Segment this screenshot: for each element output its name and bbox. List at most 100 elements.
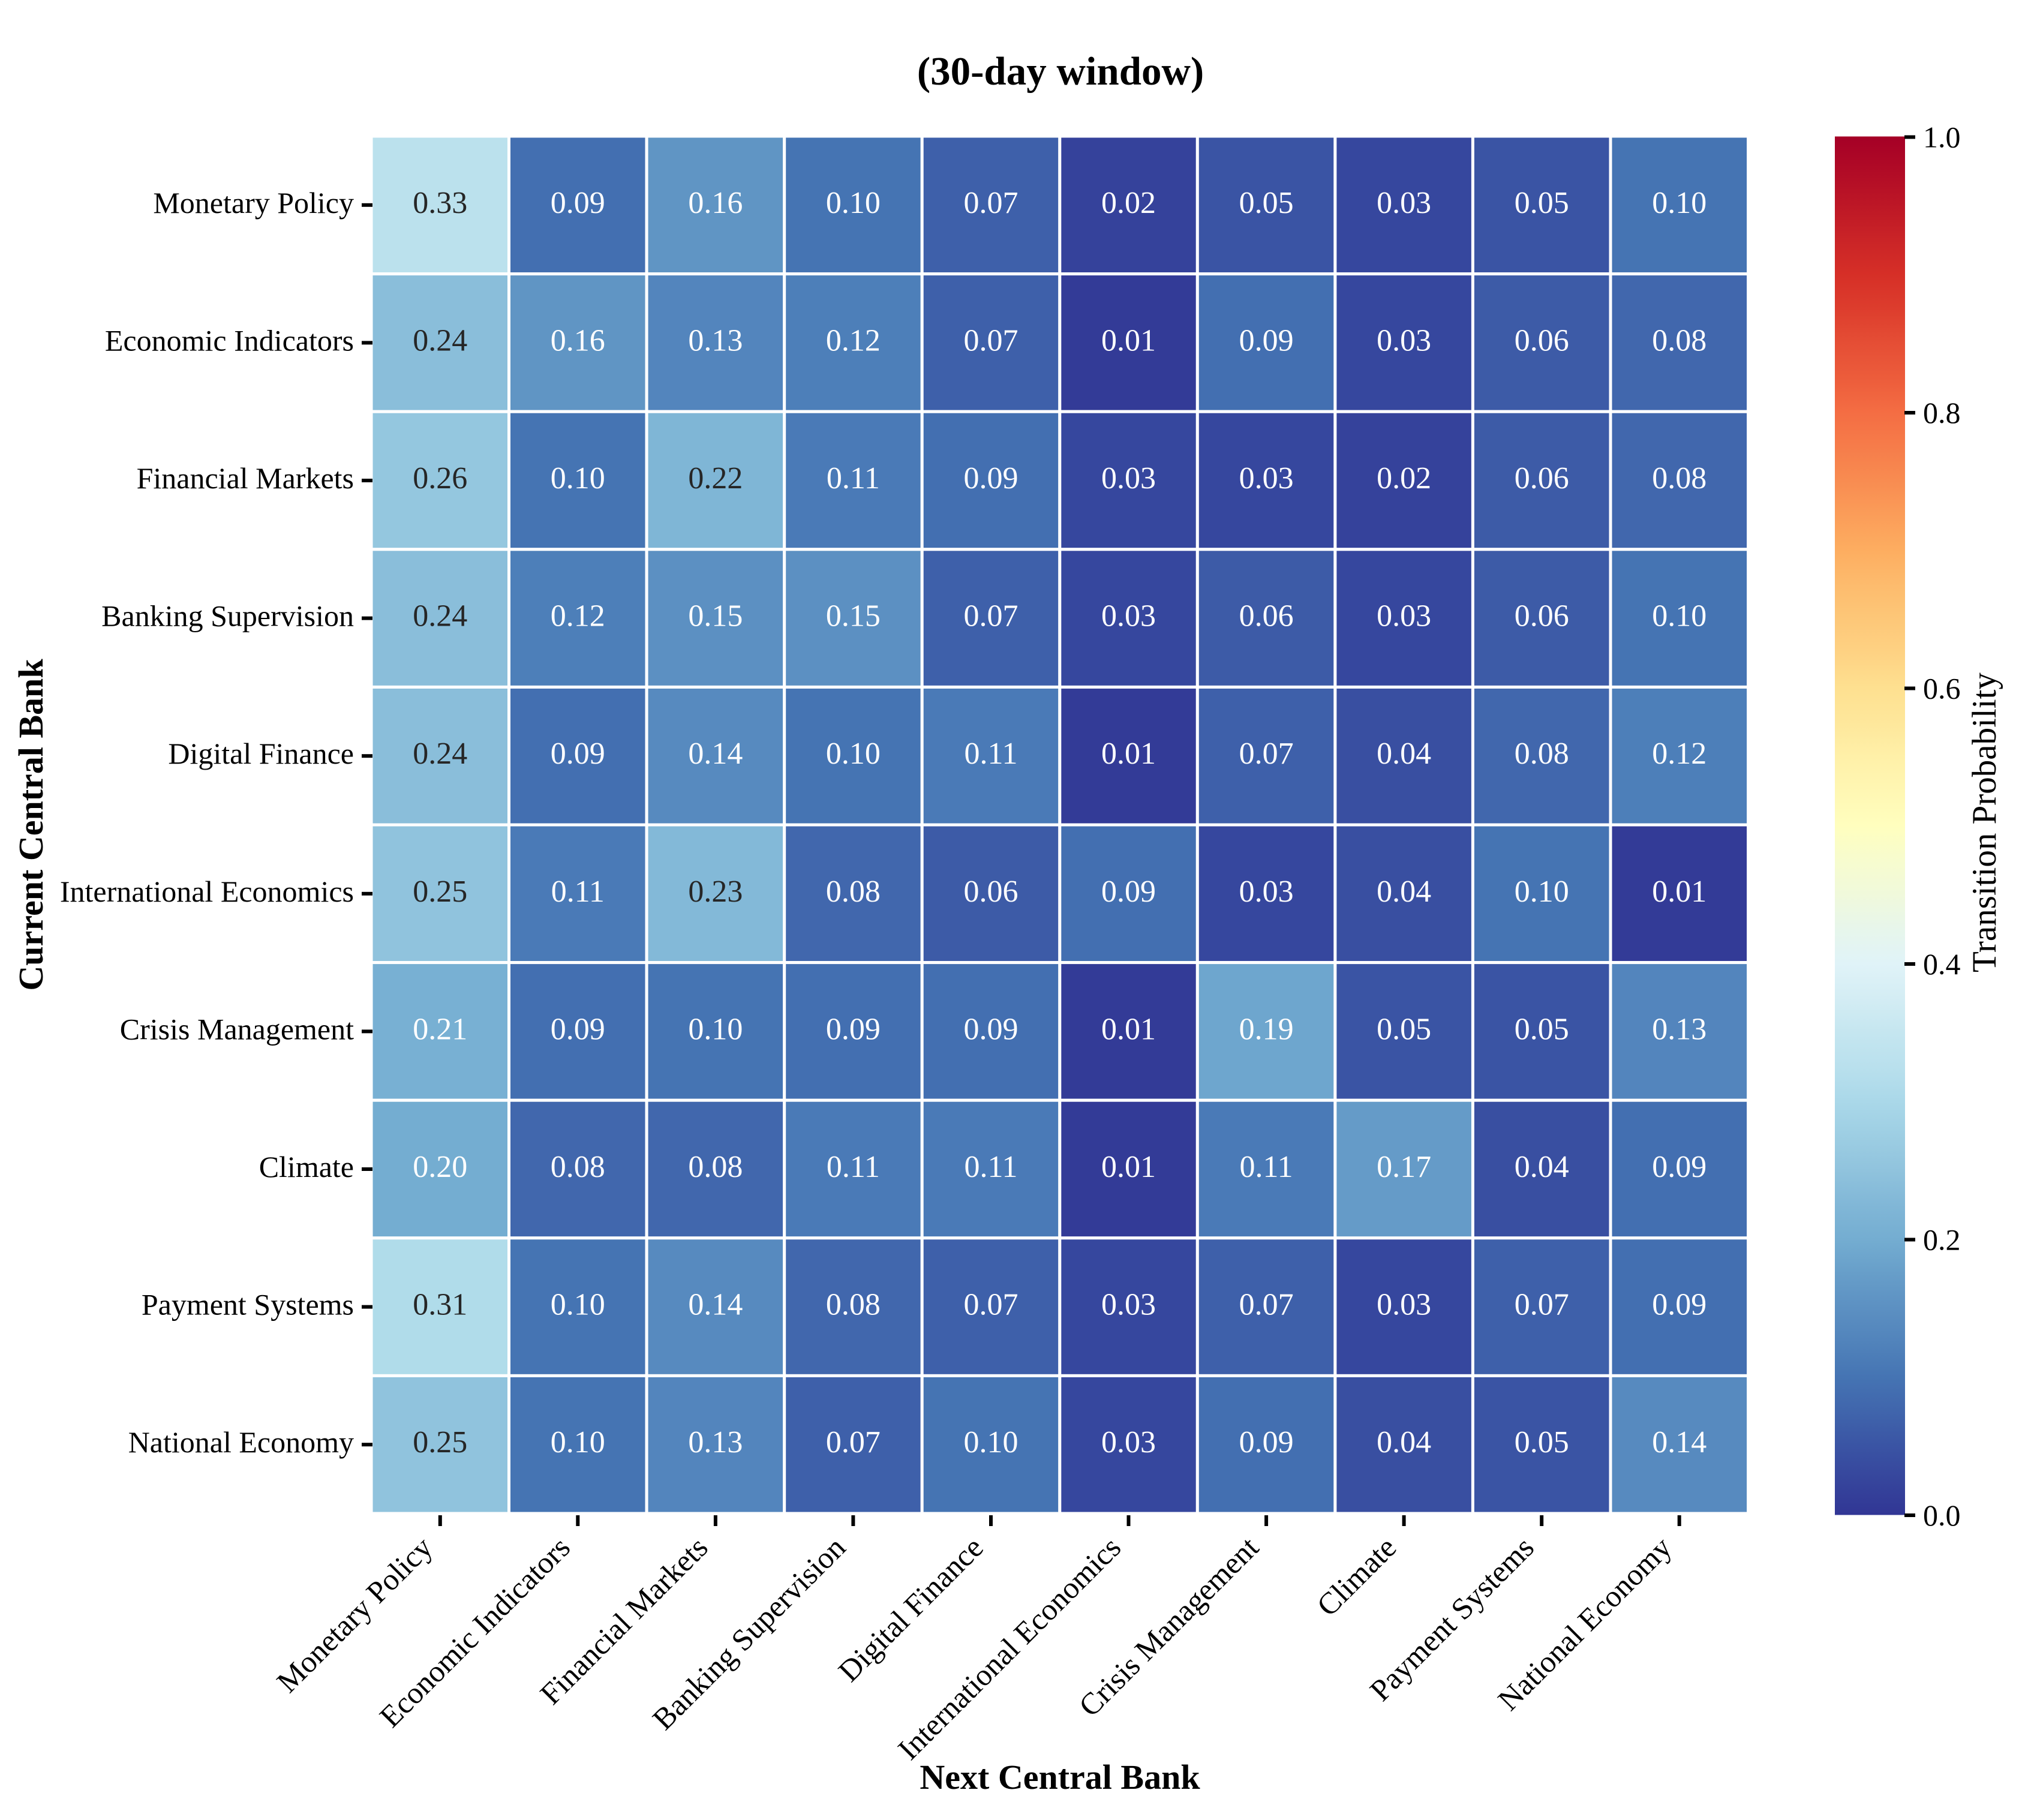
svg-text:0.09: 0.09 xyxy=(964,1012,1018,1046)
svg-text:0.24: 0.24 xyxy=(413,323,467,358)
svg-text:Economic Indicators: Economic Indicators xyxy=(105,323,354,357)
svg-text:0.05: 0.05 xyxy=(1515,1012,1569,1046)
svg-text:0.03: 0.03 xyxy=(1377,323,1431,358)
svg-text:0.06: 0.06 xyxy=(1239,599,1294,633)
svg-text:0.01: 0.01 xyxy=(1101,1012,1156,1046)
svg-text:0.07: 0.07 xyxy=(964,323,1018,358)
svg-text:0.12: 0.12 xyxy=(551,599,605,633)
svg-text:0.16: 0.16 xyxy=(551,323,605,358)
svg-text:0.03: 0.03 xyxy=(1377,599,1431,633)
svg-text:0.21: 0.21 xyxy=(413,1012,467,1046)
svg-text:0.10: 0.10 xyxy=(826,737,881,771)
svg-text:0.09: 0.09 xyxy=(551,186,605,220)
svg-text:0.12: 0.12 xyxy=(826,323,881,358)
svg-text:0.01: 0.01 xyxy=(1101,1150,1156,1184)
svg-text:0.24: 0.24 xyxy=(413,599,467,633)
svg-text:0.33: 0.33 xyxy=(413,186,467,220)
svg-text:0.05: 0.05 xyxy=(1515,186,1569,220)
svg-text:0.11: 0.11 xyxy=(964,737,1017,771)
svg-text:0.10: 0.10 xyxy=(826,186,881,220)
svg-text:0.19: 0.19 xyxy=(1239,1012,1294,1046)
svg-text:0.03: 0.03 xyxy=(1101,461,1156,495)
svg-text:National Economy: National Economy xyxy=(128,1425,354,1459)
svg-text:0.04: 0.04 xyxy=(1515,1150,1569,1184)
svg-text:0.15: 0.15 xyxy=(688,599,743,633)
svg-text:0.10: 0.10 xyxy=(551,1425,605,1459)
svg-text:0.11: 0.11 xyxy=(827,1150,880,1184)
svg-text:0.10: 0.10 xyxy=(551,461,605,495)
svg-text:0.02: 0.02 xyxy=(1377,461,1431,495)
svg-text:0.09: 0.09 xyxy=(1239,1425,1294,1459)
svg-text:0.14: 0.14 xyxy=(688,737,743,771)
svg-text:Crisis Management: Crisis Management xyxy=(120,1012,354,1046)
svg-text:0.06: 0.06 xyxy=(964,875,1018,909)
svg-text:0.06: 0.06 xyxy=(1515,323,1569,358)
svg-text:0.08: 0.08 xyxy=(1652,461,1706,495)
svg-text:0.09: 0.09 xyxy=(826,1012,881,1046)
svg-text:0.09: 0.09 xyxy=(1101,875,1156,909)
svg-text:0.03: 0.03 xyxy=(1239,875,1294,909)
svg-text:0.08: 0.08 xyxy=(1515,737,1569,771)
svg-text:0.14: 0.14 xyxy=(688,1288,743,1322)
svg-text:0.05: 0.05 xyxy=(1515,1425,1569,1459)
svg-text:0.11: 0.11 xyxy=(964,1150,1017,1184)
svg-text:0.03: 0.03 xyxy=(1101,1425,1156,1459)
svg-text:0.13: 0.13 xyxy=(688,1425,743,1459)
svg-text:0.11: 0.11 xyxy=(551,875,605,909)
svg-text:0.08: 0.08 xyxy=(688,1150,743,1184)
svg-text:0.07: 0.07 xyxy=(1515,1288,1569,1322)
svg-text:0.10: 0.10 xyxy=(1515,875,1569,909)
svg-text:International Economics: International Economics xyxy=(60,875,354,908)
svg-text:0.22: 0.22 xyxy=(688,461,743,495)
svg-text:0.05: 0.05 xyxy=(1239,186,1294,220)
svg-text:0.25: 0.25 xyxy=(413,875,467,909)
svg-text:0.0: 0.0 xyxy=(1923,1498,1961,1532)
svg-text:0.4: 0.4 xyxy=(1923,947,1961,981)
svg-text:0.10: 0.10 xyxy=(1652,599,1706,633)
svg-text:0.03: 0.03 xyxy=(1377,186,1431,220)
svg-text:0.24: 0.24 xyxy=(413,737,467,771)
svg-text:0.08: 0.08 xyxy=(826,1288,881,1322)
svg-text:Transition Probability: Transition Probability xyxy=(1966,672,2003,972)
svg-text:0.09: 0.09 xyxy=(1652,1150,1706,1184)
svg-text:Next Central Bank: Next Central Bank xyxy=(920,1758,1200,1797)
svg-text:0.15: 0.15 xyxy=(826,599,881,633)
svg-text:Banking Supervision: Banking Supervision xyxy=(101,599,354,633)
svg-text:0.12: 0.12 xyxy=(1652,737,1706,771)
svg-text:0.17: 0.17 xyxy=(1377,1150,1431,1184)
svg-text:0.04: 0.04 xyxy=(1377,1425,1431,1459)
svg-text:0.07: 0.07 xyxy=(964,1288,1018,1322)
svg-text:Climate: Climate xyxy=(259,1150,354,1184)
svg-text:0.06: 0.06 xyxy=(1515,599,1569,633)
svg-text:Current Central Bank: Current Central Bank xyxy=(11,659,50,991)
svg-text:Financial Markets: Financial Markets xyxy=(137,461,354,495)
svg-text:0.07: 0.07 xyxy=(1239,737,1294,771)
svg-text:0.10: 0.10 xyxy=(688,1012,743,1046)
svg-text:0.09: 0.09 xyxy=(1652,1288,1706,1322)
svg-text:0.11: 0.11 xyxy=(1240,1150,1293,1184)
svg-text:Digital Finance: Digital Finance xyxy=(168,737,354,770)
svg-text:0.04: 0.04 xyxy=(1377,737,1431,771)
svg-text:0.01: 0.01 xyxy=(1652,875,1706,909)
svg-text:0.16: 0.16 xyxy=(688,186,743,220)
svg-text:0.06: 0.06 xyxy=(1515,461,1569,495)
svg-text:0.08: 0.08 xyxy=(1652,323,1706,358)
svg-text:0.2: 0.2 xyxy=(1923,1223,1961,1257)
svg-text:0.10: 0.10 xyxy=(551,1288,605,1322)
svg-text:0.07: 0.07 xyxy=(826,1425,881,1459)
svg-text:0.02: 0.02 xyxy=(1101,186,1156,220)
svg-text:0.08: 0.08 xyxy=(826,875,881,909)
svg-text:0.13: 0.13 xyxy=(1652,1012,1706,1046)
svg-text:1.0: 1.0 xyxy=(1923,121,1961,154)
svg-text:0.10: 0.10 xyxy=(964,1425,1018,1459)
svg-text:0.07: 0.07 xyxy=(964,599,1018,633)
svg-text:0.05: 0.05 xyxy=(1377,1012,1431,1046)
svg-text:0.26: 0.26 xyxy=(413,461,467,495)
svg-text:0.03: 0.03 xyxy=(1101,1288,1156,1322)
svg-text:0.14: 0.14 xyxy=(1652,1425,1706,1459)
svg-text:0.23: 0.23 xyxy=(688,875,743,909)
svg-text:0.03: 0.03 xyxy=(1377,1288,1431,1322)
svg-text:0.6: 0.6 xyxy=(1923,672,1961,705)
svg-text:0.31: 0.31 xyxy=(413,1288,467,1322)
svg-text:0.09: 0.09 xyxy=(551,1012,605,1046)
